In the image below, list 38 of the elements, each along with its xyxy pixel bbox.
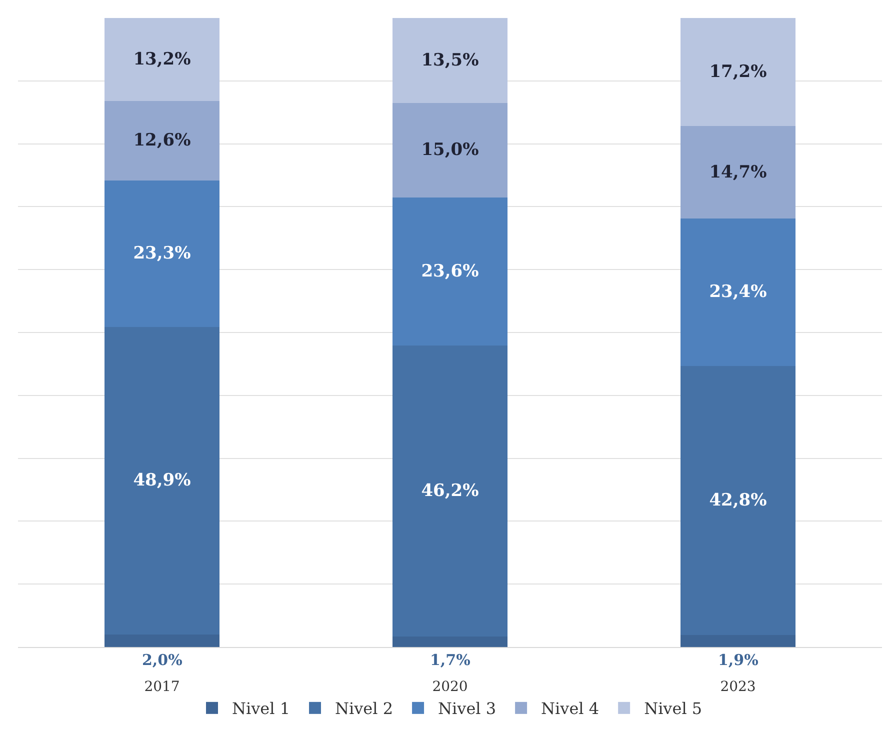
- legend-label: Nivel 1: [232, 699, 290, 718]
- bar: [392, 636, 508, 647]
- bar: [392, 197, 508, 346]
- data-label: 2,0%: [142, 651, 182, 669]
- data-label: 13,2%: [133, 50, 191, 70]
- data-label: 13,5%: [421, 50, 479, 70]
- bar: [680, 126, 796, 219]
- data-label: 14,7%: [709, 162, 767, 182]
- legend-label: Nivel 4: [541, 699, 600, 718]
- bar: [392, 346, 508, 636]
- data-label: 23,4%: [709, 282, 767, 302]
- bar: [680, 218, 796, 366]
- legend-label: Nivel 3: [438, 699, 496, 718]
- bar: [104, 326, 220, 634]
- data-label: 1,9%: [718, 651, 758, 669]
- data-label: 48,9%: [133, 470, 191, 491]
- legend-label: Nivel 5: [644, 699, 702, 718]
- bar: [680, 18, 796, 126]
- bar: [680, 635, 796, 647]
- data-label: 1,7%: [430, 651, 470, 669]
- bar: [104, 634, 220, 647]
- bar: [680, 366, 796, 636]
- legend-label: Nivel 2: [335, 699, 394, 718]
- x-tick-label: 2023: [720, 678, 756, 695]
- data-label: 23,3%: [133, 244, 191, 264]
- data-label: 17,2%: [709, 62, 767, 82]
- x-tick-label: 2017: [144, 678, 180, 695]
- bar: [104, 101, 220, 180]
- bar: [392, 18, 508, 103]
- x-tick-label: 2020: [432, 678, 468, 695]
- bar: [104, 18, 220, 102]
- data-label: 42,8%: [709, 490, 767, 510]
- data-label: 23,6%: [421, 261, 479, 282]
- bar: [392, 102, 508, 198]
- data-label: 46,2%: [421, 481, 479, 502]
- data-label: 12,6%: [133, 130, 191, 151]
- data-label: 15,0%: [421, 140, 479, 160]
- bar: [104, 180, 220, 327]
